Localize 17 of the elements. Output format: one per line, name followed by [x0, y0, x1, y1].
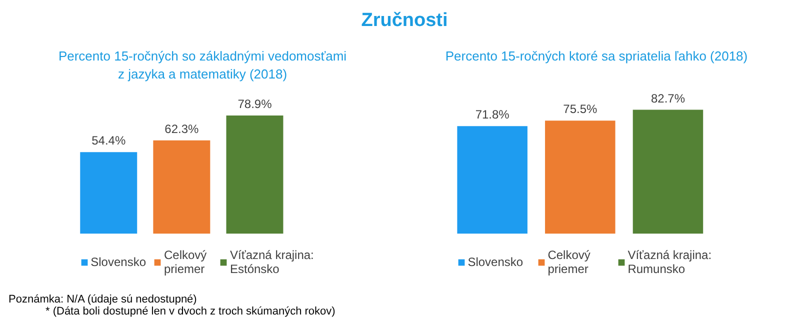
legend-label: Víťazná krajina: Rumunsko — [628, 248, 712, 276]
data-label: 82.7% — [650, 91, 686, 106]
legend-label: Slovensko — [90, 255, 146, 269]
chart-title: Percento 15-ročných so základnými vedomosťami z jazyka a matematiky (2018) — [58, 48, 347, 82]
data-label: 71.8% — [475, 108, 510, 122]
data-label: 54.4% — [92, 134, 126, 148]
data-label: 75.5% — [563, 102, 598, 116]
text: Zručnosti — [361, 10, 448, 31]
chart-title: Percento 15-ročných ktoré sa spriatelia ľahko (2018) — [445, 48, 748, 64]
legend-label: Slovensko — [468, 255, 524, 269]
data-label: 62.3% — [164, 122, 200, 136]
text: Poznámka: N/A (údaje sú nedostupné) — [8, 294, 197, 306]
legend-label: Celkový priemer — [548, 248, 592, 276]
text: * (Dáta boli dostupné len v dvoch z troch skúmaných rokov) — [46, 306, 336, 318]
legend-label: Víťazná krajina: Estónsko — [230, 248, 314, 276]
legend-label: Celkový priemer — [164, 248, 208, 276]
data-label: 78.9% — [238, 97, 272, 112]
